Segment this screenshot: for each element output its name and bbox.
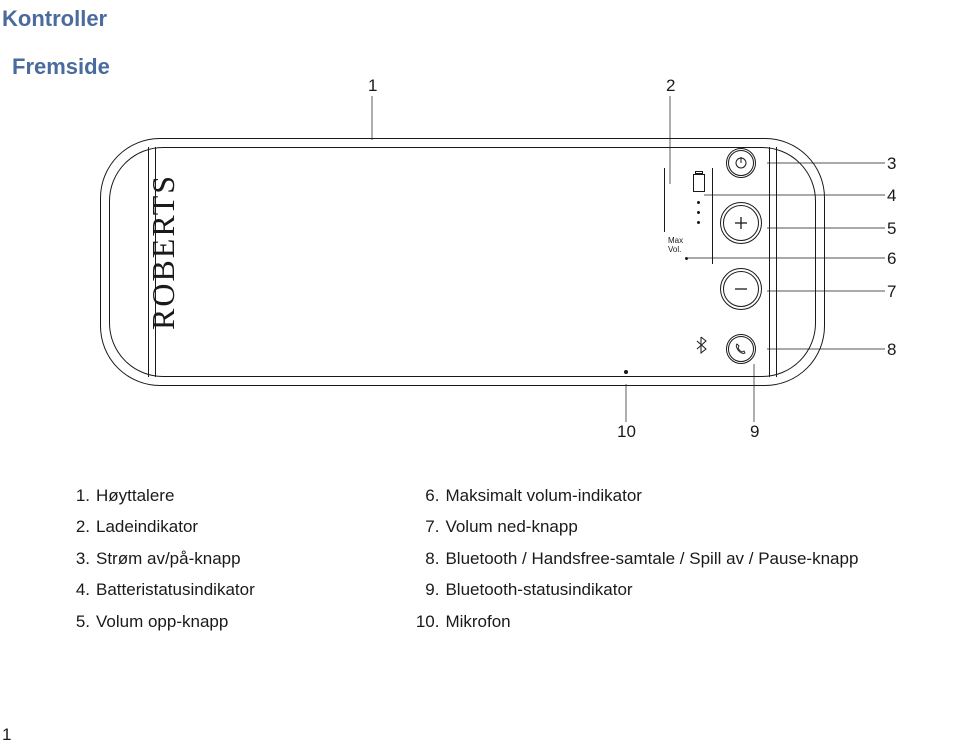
legend-item: 10.Mikrofon <box>415 606 895 637</box>
bluetooth-icon <box>695 336 707 354</box>
legend-item: 2.Ladeindikator <box>66 511 411 542</box>
plus-icon <box>732 214 750 232</box>
microphone-dot <box>624 370 628 374</box>
maxvol-label: MaxVol. <box>668 237 683 255</box>
legend-item: 8.Bluetooth / Handsfree-samtale / Spill … <box>415 543 895 574</box>
legend-item: 6.Maksimalt volum-indikator <box>415 480 895 511</box>
page-subtitle: Fremside <box>12 54 110 80</box>
indicator-right-line <box>712 168 713 264</box>
maxvol-dot <box>685 257 688 260</box>
legend-item: 1.Høyttalere <box>66 480 411 511</box>
device-diagram: 1 2 3 4 5 6 7 8 10 9 ROBERTS <box>40 78 920 448</box>
legend-item: 4.Batteristatusindikator <box>66 574 411 605</box>
indicator-left-line <box>664 168 712 232</box>
legend-right: 6.Maksimalt volum-indikator 7.Volum ned-… <box>415 480 895 637</box>
legend-left: 1.Høyttalere 2.Ladeindikator 3.Strøm av/… <box>66 480 411 637</box>
legend-item: 5.Volum opp-knapp <box>66 606 411 637</box>
legend-item: 3.Strøm av/på-knapp <box>66 543 411 574</box>
bezel-line-right <box>769 147 777 377</box>
phone-icon <box>734 342 748 356</box>
page-number: 1 <box>2 725 11 745</box>
brand-logo: ROBERTS <box>145 174 182 330</box>
minus-icon <box>732 280 750 298</box>
power-icon <box>733 155 749 171</box>
legend: 1.Høyttalere 2.Ladeindikator 3.Strøm av/… <box>66 480 926 637</box>
page-title: Kontroller <box>2 6 107 32</box>
legend-item: 9.Bluetooth-statusindikator <box>415 574 895 605</box>
legend-item: 7.Volum ned-knapp <box>415 511 895 542</box>
